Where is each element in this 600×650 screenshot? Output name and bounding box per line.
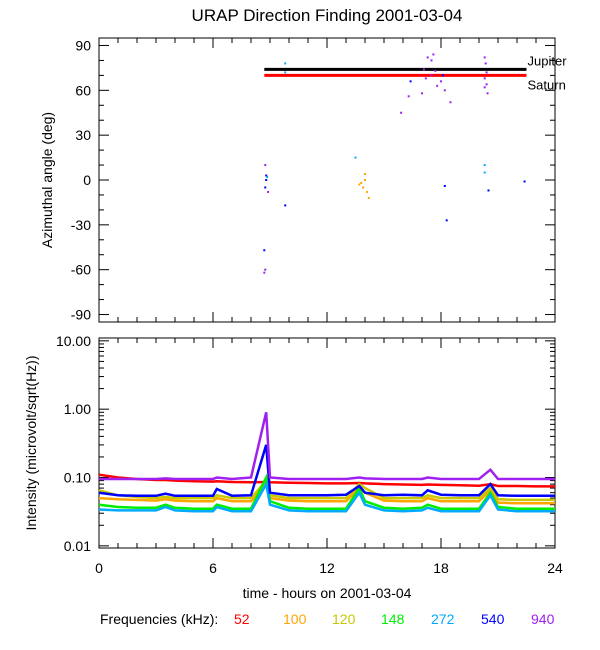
data-point [441,74,444,77]
azimuth-y-axis-label: Azimuthal angle (deg) [39,112,55,248]
plot-frame [98,337,556,549]
legend-label: Frequencies (kHz): [100,611,218,627]
data-point [426,56,429,59]
data-point [364,179,366,181]
data-point [432,53,435,56]
legend-item-540khz: 540 [481,611,505,627]
legend-item-272khz: 272 [431,611,455,627]
data-point [440,80,442,83]
data-point [264,186,267,189]
legend-item-52khz: 52 [234,611,250,627]
data-point [358,183,361,186]
data-point [264,268,267,271]
y-tick-label: -30 [71,217,91,233]
y-tick-label: 90 [75,37,91,53]
data-point [400,111,403,114]
y-tick-label: 30 [75,127,91,143]
x-tick-label: 0 [95,560,103,576]
data-point [483,171,486,174]
data-point [443,184,446,187]
data-point [424,77,427,80]
data-point [445,219,448,222]
intensity-panel: 0 6 12 18 24 10.00 1.00 0.10 0.01 [56,333,563,576]
legend-item-120khz: 120 [332,611,356,627]
x-tick-label: 6 [209,560,217,576]
data-point [483,77,486,80]
azimuth-panel: 90 60 30 0 -30 -60 -90 Jupiter Saturn [71,37,567,322]
x-axis-label: time - hours on 2001-03-04 [243,585,412,601]
reference-label-saturn: Saturn [528,77,566,92]
data-point [266,176,269,179]
y-tick-label: 1.00 [64,401,91,417]
y-tick-label: 0 [83,172,91,188]
data-point [284,71,287,74]
series-line-52khz [98,473,555,488]
legend-item-940khz: 940 [531,611,555,627]
data-point [485,83,488,86]
data-point [484,62,487,65]
y-tick-label: 0.10 [64,470,91,486]
x-tick-label: 24 [547,560,563,576]
reference-label-jupiter: Jupiter [528,53,568,68]
plot-frame [98,37,556,323]
data-point [407,95,410,98]
data-point [422,68,425,71]
data-point [523,180,526,183]
data-point [263,271,266,274]
chart-title: URAP Direction Finding 2001-03-04 [192,6,463,25]
data-point [265,179,268,181]
data-point [487,189,490,192]
data-point [436,84,439,87]
data-point [485,71,488,74]
y-tick-label: 0.01 [64,538,91,554]
series-line-272khz [98,480,555,513]
series-line-540khz [98,444,555,498]
data-point [486,92,489,95]
data-point [430,74,433,77]
y-tick-label: 10.00 [56,333,91,349]
x-tick-label: 18 [433,560,449,576]
data-point [483,56,486,59]
data-point [267,190,270,193]
data-point [443,89,446,92]
y-tick-label: 60 [75,82,91,98]
data-point [434,69,437,72]
data-point [367,196,370,199]
legend-item-100khz: 100 [283,611,307,627]
series-line-940khz [99,412,555,481]
data-point [409,80,412,83]
y-tick-label: -60 [71,262,91,278]
data-point [263,249,266,252]
x-tick-label: 12 [319,560,335,576]
data-point [362,186,365,189]
data-point [264,164,267,167]
data-point [265,174,268,177]
data-point [430,59,433,62]
intensity-y-axis-label: Intensity (microvolt/sqrt(Hz)) [23,355,39,530]
data-point [365,190,368,193]
data-point [421,92,423,95]
data-point [449,101,452,104]
legend-item-148khz: 148 [381,611,405,627]
series-line-148khz [98,473,555,510]
data-point [284,62,287,65]
y-tick-label: -90 [71,307,91,323]
series-line-100khz [98,481,555,505]
frequency-legend: Frequencies (kHz): 52 100 120 148 272 540 940 [100,611,555,627]
data-point [354,156,357,159]
data-point [483,164,486,167]
data-point [360,181,363,184]
series-line-120khz [98,477,555,502]
data-point [483,86,486,89]
data-point [364,173,366,176]
data-point [284,204,287,207]
